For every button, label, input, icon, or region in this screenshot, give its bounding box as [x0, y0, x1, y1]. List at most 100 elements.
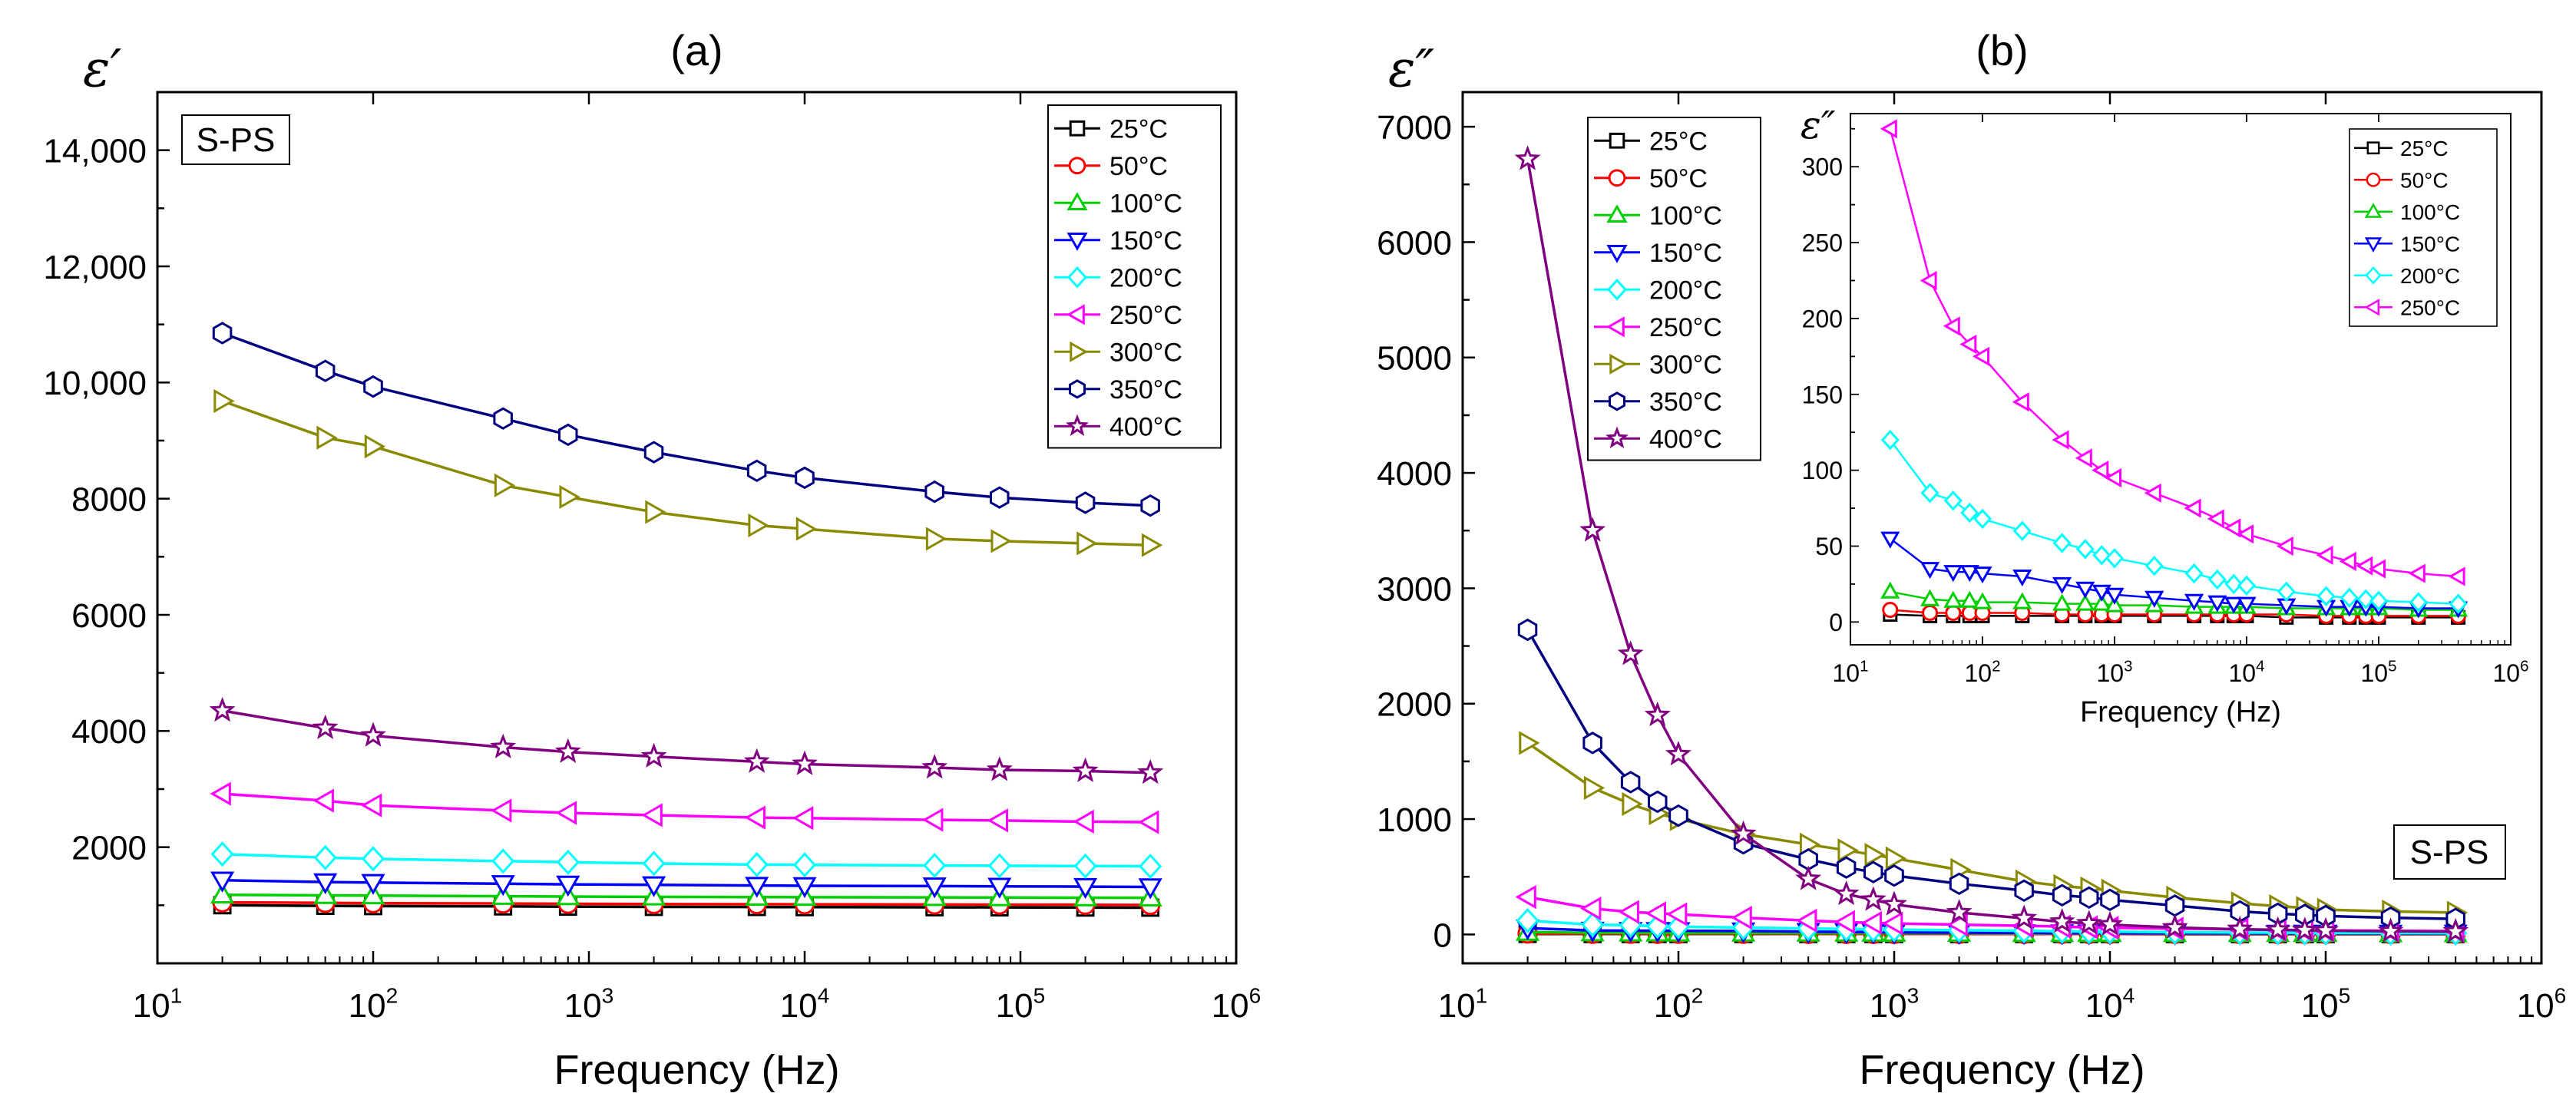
a-ytick-label: 10,000	[43, 365, 147, 402]
b-ylabel: ε″	[1388, 39, 1434, 98]
a-ytick-label: 8000	[71, 481, 147, 519]
a-point-200c	[644, 853, 664, 875]
a-point-200c	[213, 843, 233, 865]
a-series-300c	[215, 391, 1160, 556]
a-point-300c	[215, 391, 233, 411]
a-xtick-label: 103	[564, 984, 614, 1025]
a-line-300c	[223, 401, 1151, 546]
a-xtick-label: 106	[1212, 984, 1262, 1025]
b-point-350c	[2053, 885, 2071, 905]
b-legend-label: 300°C	[1649, 350, 1722, 379]
a-panel-label: (a)	[670, 26, 723, 74]
a-point-200c	[747, 854, 767, 876]
inset-ytick-label: 150	[1802, 381, 1843, 408]
a-legend-label: 100°C	[1109, 189, 1182, 218]
b-point-400c	[1621, 644, 1641, 663]
a-point-300c	[561, 487, 578, 507]
a-point-250c	[924, 810, 942, 830]
a-xlabel: Frequency (Hz)	[554, 1047, 839, 1093]
b-annotation: S-PS	[2410, 834, 2489, 871]
a-series-350c	[213, 323, 1159, 516]
a-point-400c	[924, 757, 944, 776]
inset-xtick-label: 104	[2229, 658, 2265, 687]
a-point-250c	[1140, 812, 1158, 832]
b-point-350c	[1865, 862, 1883, 882]
a-point-250c	[644, 805, 662, 825]
a-point-400c	[795, 754, 815, 773]
a-point-200c	[1076, 855, 1096, 877]
a-point-200c	[316, 847, 336, 869]
a-point-200c	[493, 850, 513, 873]
b-legend-marker	[1610, 134, 1624, 147]
b-legend-label: 100°C	[1649, 201, 1722, 230]
a-line-200c	[223, 854, 1151, 867]
inset-xtick-label: 105	[2361, 658, 2397, 687]
b-xtick-label: 106	[2517, 984, 2567, 1025]
b-point-250c	[1518, 887, 1536, 907]
a-point-350c	[213, 323, 231, 343]
inset-legend-label: 200°C	[2400, 264, 2460, 288]
a-point-400c	[747, 751, 767, 771]
b-point-350c	[2015, 880, 2033, 900]
b-point-350c	[1837, 857, 1855, 877]
b-ytick-label: 6000	[1377, 224, 1452, 262]
b-point-300c	[1585, 778, 1602, 798]
a-legend-marker	[1070, 121, 1084, 135]
a-series-400c	[213, 700, 1161, 781]
inset-xtick-label: 102	[1965, 658, 2001, 687]
inset-point-50c	[1883, 603, 1897, 617]
b-point-400c	[1582, 520, 1602, 540]
inset-legend-label: 100°C	[2400, 200, 2460, 224]
a-point-250c	[990, 811, 1007, 831]
a-series-250c	[213, 784, 1158, 832]
a-point-350c	[796, 467, 814, 487]
a-xtick-label: 102	[349, 984, 398, 1025]
a-ytick-label: 6000	[71, 597, 147, 635]
b-legend-label: 25°C	[1649, 127, 1708, 156]
inset-point-50c	[1946, 606, 1960, 619]
b-point-350c	[1886, 866, 1903, 886]
inset-legend-label: 50°C	[2400, 168, 2449, 192]
b-point-300c	[1623, 794, 1641, 814]
inset-xlabel: Frequency (Hz)	[2080, 696, 2281, 728]
a-line-350c	[223, 333, 1151, 506]
a-point-350c	[926, 482, 944, 502]
a-series-25c	[214, 897, 1158, 916]
inset-ytick-label: 100	[1802, 457, 1843, 484]
a-legend-marker	[1070, 158, 1085, 173]
a-point-350c	[494, 408, 512, 428]
a-point-250c	[1076, 811, 1093, 831]
a-xtick-label: 101	[133, 984, 183, 1025]
a-ylabel: ε′	[83, 39, 121, 98]
a-legend-label: 350°C	[1109, 375, 1182, 405]
b-xtick-label: 101	[1438, 984, 1488, 1025]
b-xlabel: Frequency (Hz)	[1859, 1047, 2144, 1093]
a-line-250c	[223, 794, 1151, 822]
a-point-250c	[363, 795, 381, 815]
inset-ytick-label: 50	[1815, 533, 1843, 560]
inset-legend-label: 25°C	[2400, 137, 2449, 160]
a-point-250c	[316, 791, 333, 811]
a-point-250c	[493, 801, 511, 821]
a-point-300c	[749, 516, 767, 536]
a-line-400c	[223, 711, 1151, 773]
inset-xtick-label: 106	[2493, 658, 2529, 687]
a-point-400c	[363, 725, 383, 745]
a-legend-label: 250°C	[1109, 301, 1182, 330]
b-legend-label: 150°C	[1649, 239, 1722, 268]
a-xtick-label: 105	[996, 984, 1046, 1025]
b-point-400c	[1884, 894, 1904, 913]
a-line-50c	[223, 903, 1151, 906]
b-legend-marker	[1609, 170, 1625, 186]
a-line-150c	[223, 880, 1151, 887]
b-point-400c	[1837, 883, 1857, 903]
a-point-200c	[924, 854, 944, 877]
a-point-300c	[927, 529, 944, 549]
a-point-200c	[795, 854, 815, 876]
b-legend-label: 200°C	[1649, 276, 1722, 305]
a-point-400c	[1140, 762, 1160, 781]
a-legend-label: 150°C	[1109, 226, 1182, 256]
a-line-100c	[223, 895, 1151, 898]
